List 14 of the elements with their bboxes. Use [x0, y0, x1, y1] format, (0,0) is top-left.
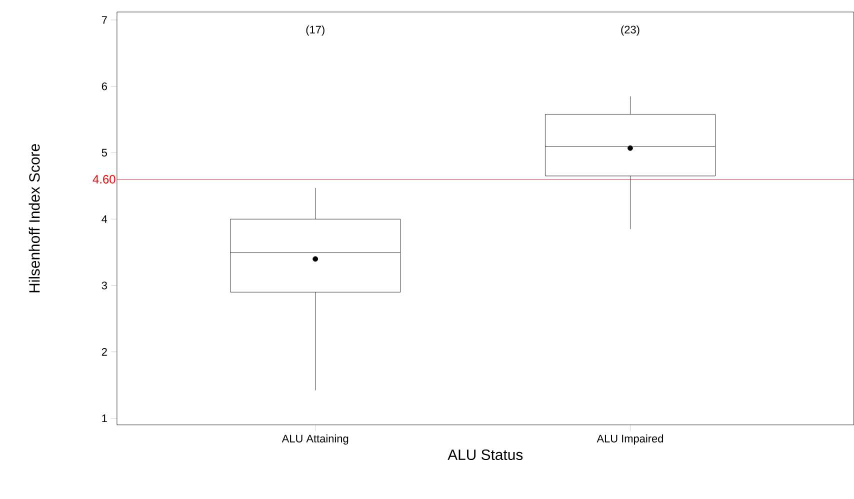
y-tick-label: 5: [102, 148, 107, 157]
y-tick-label: 2: [102, 348, 107, 356]
y-tick-label: 7: [102, 16, 107, 24]
y-tick-label: 4: [102, 215, 108, 223]
y-axis-title: Hilsenhoff Index Score: [28, 144, 40, 292]
y-tick-label: 6: [102, 82, 107, 90]
y-tick-label: 3: [102, 282, 107, 290]
annotation: (23): [621, 26, 640, 36]
y-tick-label: 1: [102, 414, 107, 422]
x-tick-label: ALU Impaired: [596, 434, 664, 445]
ref-line-label: 4.60: [92, 175, 116, 184]
annotation: (17): [306, 26, 324, 36]
x-tick-label: ALU Attaining: [282, 434, 348, 445]
x-axis-title: ALU Status: [448, 450, 523, 460]
